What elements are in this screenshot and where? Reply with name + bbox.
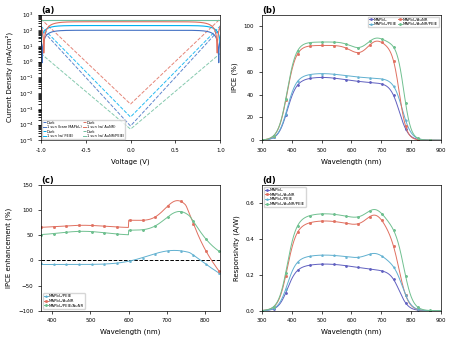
Y-axis label: IPCE (%): IPCE (%)	[231, 63, 238, 92]
MAPbI₃/AuNR	[290, 240, 295, 244]
MAPbI₃/AuNR/PEIE	[290, 234, 295, 238]
X-axis label: Wavelength (nm): Wavelength (nm)	[321, 159, 381, 165]
MAPbI₃/PEIE/AuNR	[125, 233, 130, 237]
MAPbI₃	[258, 309, 264, 313]
MAPbI₃/PEIE	[437, 309, 443, 313]
MAPbI₃/AuNR	[218, 272, 224, 277]
MAPbI₃/AuNR	[258, 309, 264, 313]
Line: MAPbI₃/AuNR/PEIE: MAPbI₃/AuNR/PEIE	[261, 209, 441, 311]
MAPbI₃/PEIE	[38, 261, 43, 265]
MAPbI₃/PEIE	[394, 271, 399, 275]
MAPbI₃/AuNR	[136, 218, 141, 222]
MAPbI₃	[322, 262, 327, 266]
MAPbI₃	[394, 284, 399, 288]
Line: MAPbI₃/PEIE/AuNR: MAPbI₃/PEIE/AuNR	[40, 211, 222, 257]
MAPbI₃/AuNR	[437, 309, 443, 313]
MAPbI₃/PEIE/AuNR	[215, 249, 221, 253]
MAPbI₃	[364, 267, 370, 271]
X-axis label: Wavelength (nm): Wavelength (nm)	[321, 329, 381, 336]
MAPbI₃/PEIE	[304, 255, 310, 259]
MAPbI₃/PEIE/AuNR	[146, 226, 151, 231]
MAPbI₃/AuNR	[187, 212, 192, 217]
MAPbI₃/PEIE	[219, 267, 224, 271]
MAPbI₃/PEIE	[125, 259, 130, 263]
MAPbI₃/AuNR	[175, 198, 180, 203]
MAPbI₃/AuNR/PEIE	[371, 207, 376, 211]
Line: MAPbI₃: MAPbI₃	[261, 263, 441, 311]
MAPbI₃	[290, 273, 295, 278]
X-axis label: Voltage (V): Voltage (V)	[111, 159, 149, 165]
MAPbI₃/AuNR/PEIE	[437, 309, 443, 313]
MAPbI₃/PEIE	[371, 251, 376, 255]
MAPbI₃/AuNR/PEIE	[340, 213, 345, 218]
Legend: Dark, 1 sun (bare MAPbI₃), Dark, 1 sun (w/ PEIE), Dark, 1 sun (w/ AuNR), Dark, 1: Dark, 1 sun (bare MAPbI₃), Dark, 1 sun (…	[42, 120, 125, 139]
MAPbI₃/PEIE	[171, 248, 177, 252]
MAPbI₃/PEIE/AuNR	[124, 233, 129, 237]
MAPbI₃/AuNR	[378, 219, 384, 223]
X-axis label: Wavelength (nm): Wavelength (nm)	[100, 329, 161, 336]
MAPbI₃/AuNR/PEIE	[364, 210, 369, 214]
MAPbI₃/PEIE	[258, 309, 264, 313]
MAPbI₃/PEIE/AuNR	[219, 254, 224, 258]
MAPbI₃/PEIE/AuNR	[136, 228, 141, 232]
Line: MAPbI₃/AuNR: MAPbI₃/AuNR	[40, 200, 222, 275]
Line: MAPbI₃/AuNR: MAPbI₃/AuNR	[261, 214, 441, 311]
MAPbI₃	[378, 269, 384, 273]
MAPbI₃	[304, 264, 310, 268]
Text: (c): (c)	[41, 176, 53, 185]
MAPbI₃/PEIE	[215, 270, 221, 275]
MAPbI₃/AuNR	[340, 221, 345, 225]
Y-axis label: Current Density (mA/cm²): Current Density (mA/cm²)	[5, 32, 13, 122]
MAPbI₃/AuNR	[38, 225, 43, 229]
MAPbI₃/AuNR/PEIE	[304, 214, 310, 218]
Legend: MAPbI₃, MAPbI₃/PEIE, MAPbI₃/AuNR, MAPbI₃/AuNR/PEIE: MAPbI₃, MAPbI₃/PEIE, MAPbI₃/AuNR, MAPbI₃…	[367, 16, 438, 27]
MAPbI₃/AuNR	[125, 225, 130, 229]
MAPbI₃/AuNR/PEIE	[378, 212, 384, 216]
MAPbI₃/PEIE	[364, 253, 369, 257]
MAPbI₃/AuNR	[215, 268, 221, 272]
MAPbI₃/PEIE	[124, 260, 129, 264]
MAPbI₃/PEIE/AuNR	[38, 233, 43, 237]
MAPbI₃/AuNR	[394, 259, 399, 263]
Y-axis label: Responsivity (A/W): Responsivity (A/W)	[233, 215, 239, 281]
Line: MAPbI₃/PEIE: MAPbI₃/PEIE	[40, 250, 222, 275]
MAPbI₃/PEIE	[136, 257, 141, 261]
MAPbI₃/AuNR	[364, 216, 369, 220]
MAPbI₃/AuNR	[124, 225, 129, 229]
Text: (a): (a)	[41, 5, 54, 15]
MAPbI₃/PEIE	[340, 254, 345, 258]
MAPbI₃/PEIE	[187, 251, 192, 255]
Legend: MAPbI₃/PEIE, MAPbI₃/AuNR, MAPbI₃/PEIE/AuNR: MAPbI₃/PEIE, MAPbI₃/AuNR, MAPbI₃/PEIE/Au…	[43, 293, 85, 309]
MAPbI₃	[437, 309, 443, 313]
MAPbI₃/AuNR/PEIE	[394, 237, 399, 241]
MAPbI₃/PEIE	[378, 254, 384, 258]
MAPbI₃/AuNR	[146, 218, 151, 222]
MAPbI₃/PEIE	[290, 266, 295, 270]
Y-axis label: IPCE enhancement (%): IPCE enhancement (%)	[6, 208, 13, 288]
Line: MAPbI₃/PEIE: MAPbI₃/PEIE	[261, 253, 441, 311]
MAPbI₃/AuNR/PEIE	[258, 309, 264, 313]
Text: (d): (d)	[261, 176, 275, 185]
MAPbI₃	[340, 263, 345, 267]
MAPbI₃/AuNR	[219, 267, 224, 271]
MAPbI₃/PEIE	[146, 254, 151, 258]
Text: (b): (b)	[261, 5, 275, 15]
MAPbI₃/PEIE	[218, 272, 223, 276]
Legend: MAPbI₃, MAPbI₃/AuNR, MAPbI₃/PEIE, MAPbI₃/AuNR/PEIE: MAPbI₃, MAPbI₃/AuNR, MAPbI₃/PEIE, MAPbI₃…	[263, 187, 305, 207]
MAPbI₃/PEIE/AuNR	[176, 209, 182, 213]
MAPbI₃/AuNR	[304, 221, 310, 225]
MAPbI₃/PEIE/AuNR	[187, 214, 192, 218]
MAPbI₃/AuNR	[371, 213, 376, 217]
